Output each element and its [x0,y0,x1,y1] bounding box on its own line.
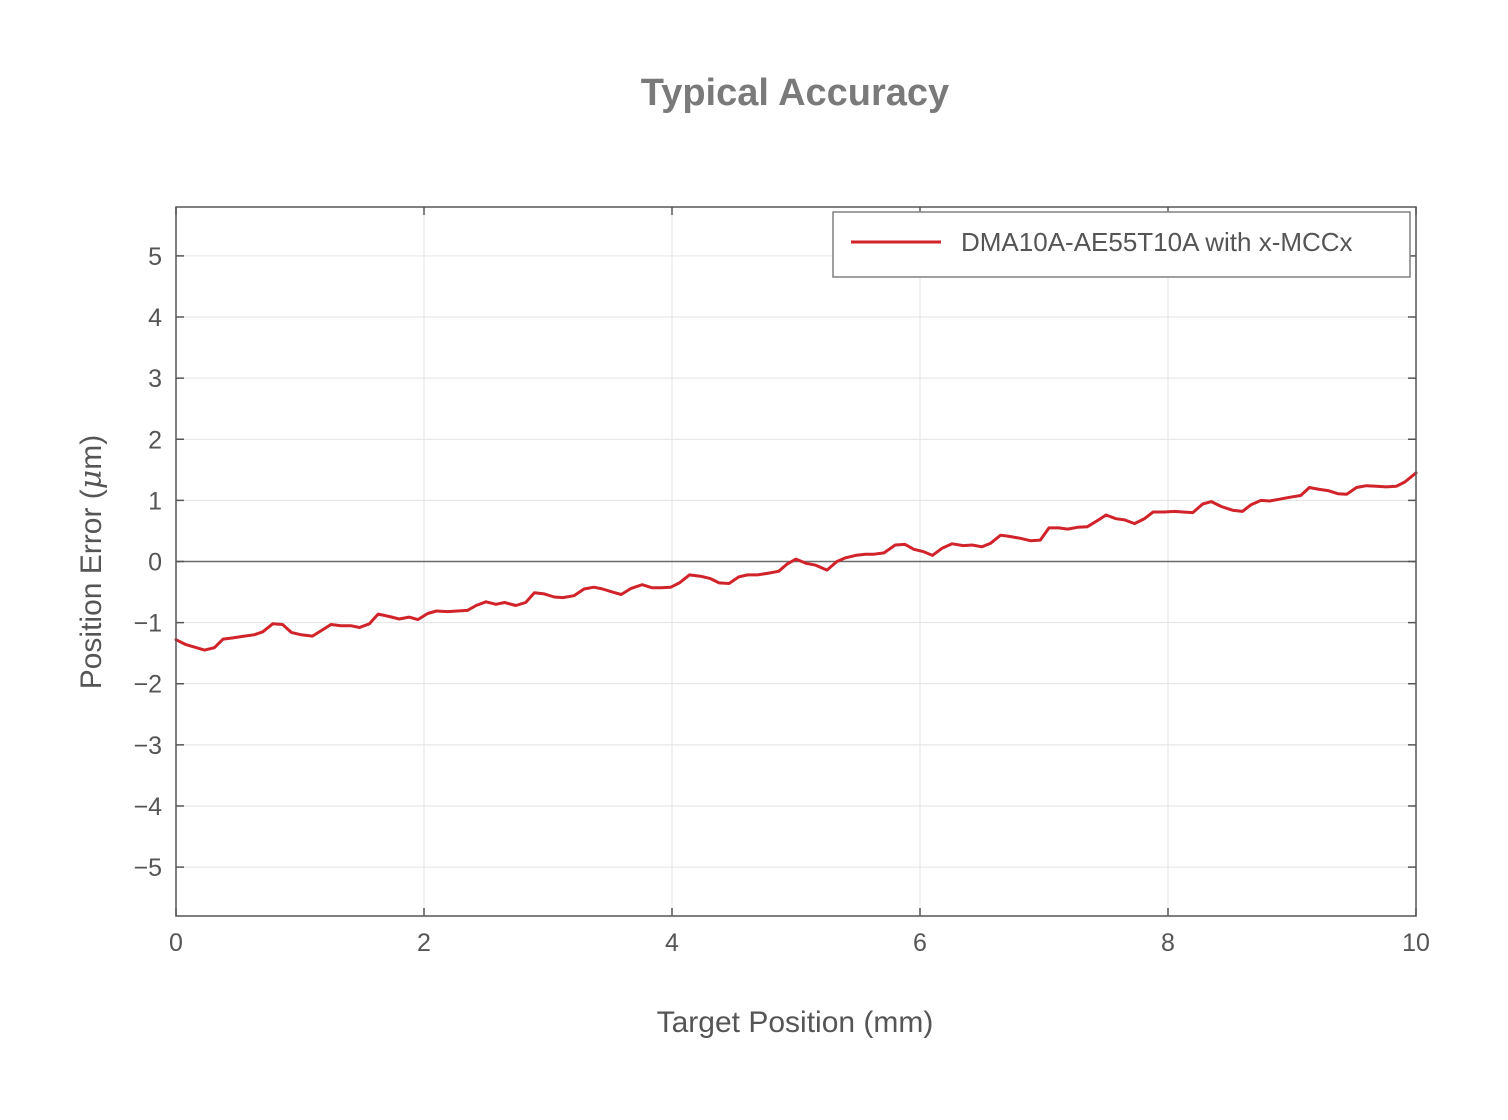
y-tick-label: 5 [148,243,162,271]
y-tick-label: 4 [148,304,162,332]
y-axis-label-prefix: Position Error ( [75,489,108,689]
y-tick-label: 3 [148,365,162,393]
y-axis-label-suffix: m) [75,435,108,470]
x-tick-label: 2 [417,929,431,957]
x-tick-label: 6 [913,929,927,957]
legend-label: DMA10A-AE55T10A with x-MCCx [961,227,1353,257]
y-tick-label: −3 [133,732,162,760]
legend-box [832,211,1411,278]
y-ticks: −5 −4 −3 −2 −1 0 1 2 3 4 5 [133,243,1416,882]
x-axis-label: Target Position (mm) [657,1006,934,1039]
chart-title: Typical Accuracy [641,72,949,114]
y-axis-label: Position Error (μm) [74,435,109,690]
y-tick-label: −2 [133,671,162,699]
x-tick-label: 8 [1161,929,1175,957]
x-tick-label: 10 [1402,929,1430,957]
series-line [174,471,1418,652]
legend: DMA10A-AE55T10A with x-MCCx [832,211,1411,278]
y-tick-label: 2 [148,426,162,454]
y-tick-label: 1 [148,487,162,515]
x-tick-label: 0 [169,929,183,957]
y-tick-label: 0 [148,549,162,577]
y-tick-label: −5 [133,854,162,882]
y-tick-label: −1 [133,610,162,638]
y-axis-label-mu: μ [74,470,109,490]
series-layer [174,471,1418,652]
x-ticks: 0 2 4 6 8 10 [169,207,1430,957]
x-tick-label: 4 [665,929,679,957]
y-tick-label: −4 [133,793,162,821]
